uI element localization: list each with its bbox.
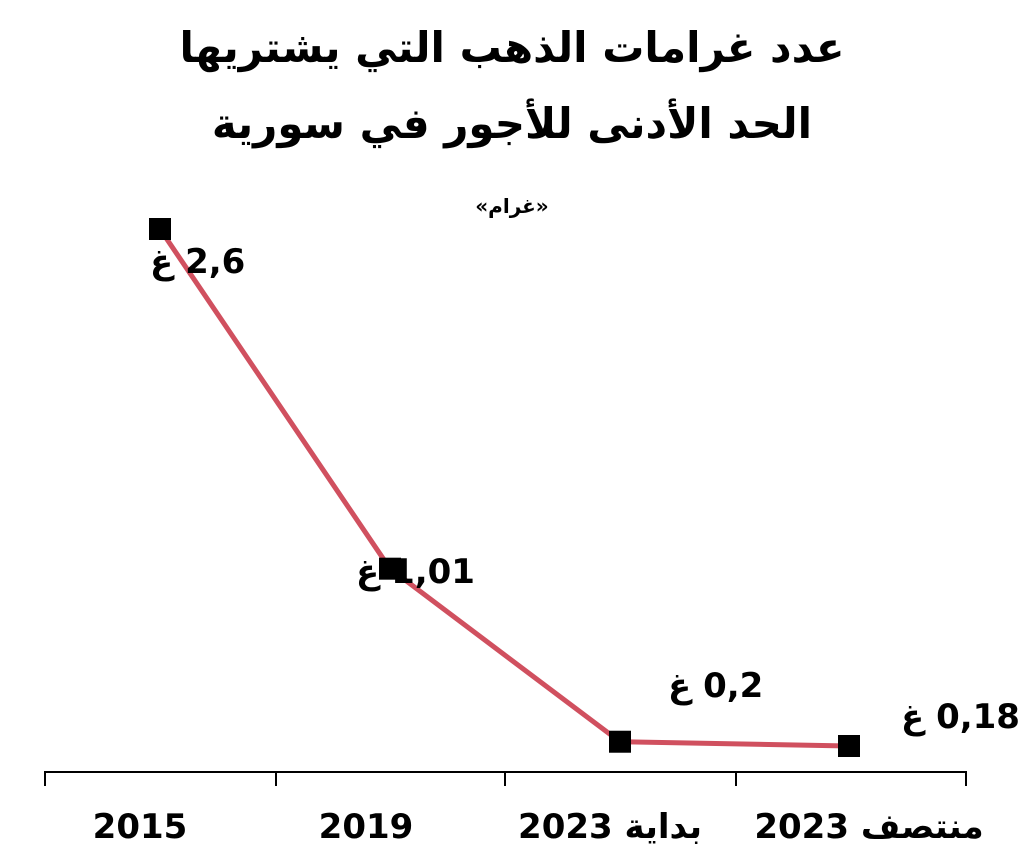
chart-subtitle: «غرام» <box>475 194 548 218</box>
x-tick-label-0: 2015 <box>93 807 188 847</box>
data-point-0 <box>149 218 171 240</box>
data-markers <box>149 218 860 757</box>
series-line <box>157 227 850 749</box>
data-label-1: 1,01 غ <box>356 552 475 592</box>
x-tick-label-1: 2019 <box>319 807 414 847</box>
data-label-3: 0,18 غ <box>901 697 1020 737</box>
data-label-0: 2,6 غ <box>150 242 245 282</box>
data-point-3 <box>838 735 860 757</box>
chart-title-line-2: الحد الأدنى للأجور في سورية <box>212 98 812 149</box>
data-labels: 2,6 غ 1,01 غ 0,2 غ 0,18 غ <box>150 242 1020 737</box>
x-axis <box>44 771 967 786</box>
x-tick-labels: 2015 2019 بداية 2023 منتصف 2023 <box>93 807 984 847</box>
data-point-1 <box>379 557 401 580</box>
x-tick-label-2: بداية 2023 <box>518 807 702 847</box>
x-tick-label-3: منتصف 2023 <box>754 807 983 847</box>
chart-title-line-1: عدد غرامات الذهب التي يشتريها <box>179 23 844 73</box>
data-label-2: 0,2 غ <box>668 666 763 706</box>
series-line-group <box>157 227 850 749</box>
data-point-2 <box>609 730 631 753</box>
